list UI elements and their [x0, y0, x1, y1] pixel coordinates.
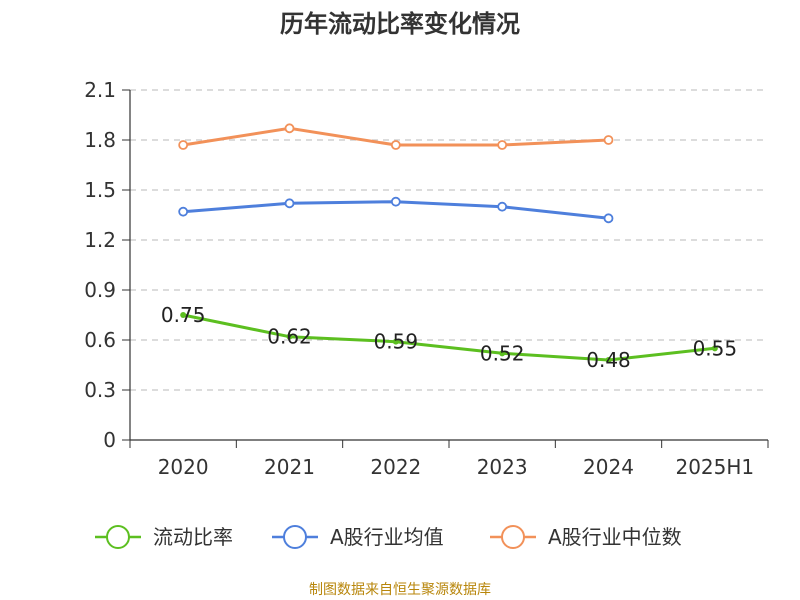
legend-item-2: A股行业均值 [272, 525, 444, 549]
data-label-layer: 0.75 0.62 0.59 0.52 0.48 0.55 [161, 303, 737, 372]
data-point [178, 140, 189, 150]
y-tick-label: 1.8 [84, 128, 116, 152]
x-tick-label: 2021 [264, 455, 315, 479]
data-point [497, 201, 508, 212]
data-point [711, 345, 718, 352]
data-label: 0.48 [586, 348, 631, 372]
data-point [603, 213, 614, 224]
data-point [284, 198, 295, 209]
grid-layer [130, 89, 768, 391]
data-label: 0.62 [267, 325, 312, 349]
data-point [605, 357, 612, 363]
legend-marker [283, 525, 307, 549]
data-point [180, 312, 187, 318]
data-label: 0.59 [374, 330, 419, 354]
data-point [497, 140, 508, 150]
x-tick-label: 2024 [583, 455, 634, 479]
x-tick-label: 2025H1 [675, 455, 754, 479]
series-line-1 [182, 313, 715, 362]
source-note: 制图数据来自恒生聚源数据库 [309, 582, 491, 598]
data-label: 0.52 [480, 341, 525, 365]
data-point [390, 196, 401, 207]
y-tick-label: 2.1 [84, 78, 116, 102]
x-tick-label: 2023 [477, 455, 528, 479]
y-tick-label: 1.2 [84, 228, 116, 252]
data-point [499, 350, 506, 357]
y-tick-label: 0 [103, 428, 116, 452]
data-point [392, 338, 399, 345]
y-tick-label: 1.5 [84, 178, 116, 202]
y-tick-label: 0.6 [84, 328, 116, 352]
y-tick-label: 0.3 [84, 378, 116, 402]
axis-layer: 0 0.3 0.6 0.9 1.2 1.5 1.8 2.1 2020 2021 2022 2023 20… [84, 78, 769, 479]
y-tick-label: 0.9 [84, 278, 116, 302]
legend-label: A股行业中位数 [548, 525, 682, 549]
data-point [603, 135, 614, 145]
data-label: 0.75 [161, 303, 206, 327]
legend-marker [106, 525, 130, 549]
legend-item-3: A股行业中位数 [490, 525, 682, 549]
legend: 流动比率 A股行业均值 A股行业中位数 [95, 525, 682, 549]
data-point [284, 123, 295, 134]
x-tick-label: 2022 [370, 455, 421, 479]
data-point [390, 140, 401, 150]
data-label: 0.55 [693, 336, 738, 360]
data-point [178, 206, 189, 217]
legend-label: 流动比率 [153, 525, 233, 549]
data-point [286, 333, 293, 340]
legend-marker [501, 525, 525, 549]
series-layer [178, 123, 718, 363]
legend-label: A股行业均值 [330, 525, 444, 549]
chart-title: 历年流动比率变化情况 [280, 10, 520, 38]
legend-item-1: 流动比率 [95, 525, 233, 549]
x-tick-label: 2020 [158, 455, 209, 479]
